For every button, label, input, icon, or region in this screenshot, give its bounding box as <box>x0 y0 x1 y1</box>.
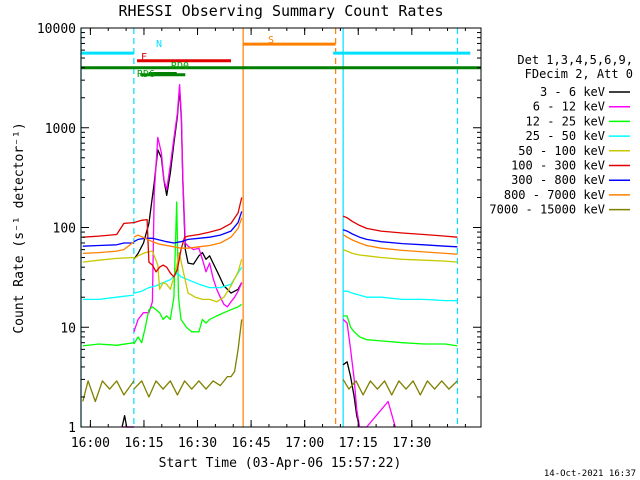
legend-label-7: 800 - 7000 keV <box>504 188 605 202</box>
y-tick-label-3: 1000 <box>45 122 76 137</box>
legend-label-6: 300 - 800 keV <box>511 173 605 187</box>
legend-label-4: 50 - 100 keV <box>518 144 605 158</box>
legend-header-0: Det 1,3,4,5,6,9, <box>517 53 633 67</box>
legend-label-3: 25 - 50 keV <box>526 129 605 143</box>
flag-label-n: N <box>156 39 162 50</box>
series-line-2-seg-2 <box>343 315 458 347</box>
series-line-6-seg-2 <box>342 229 458 248</box>
series-line-5-seg-1 <box>133 197 243 278</box>
series-line-2-seg-1 <box>133 201 243 345</box>
series-line-4-seg-0 <box>82 256 134 263</box>
footer-date: 14-Oct-2021 16:37 <box>544 469 636 479</box>
series-line-7-seg-0 <box>82 241 135 255</box>
legend-label-2: 12 - 25 keV <box>526 114 605 128</box>
x-tick-label-5: 17:15 <box>339 436 378 451</box>
series-line-0-seg-2 <box>342 361 361 428</box>
series-line-3-seg-1 <box>133 266 243 294</box>
series-line-5-seg-0 <box>82 221 134 238</box>
series-line-3-seg-0 <box>82 294 134 301</box>
x-axis-label: Start Time (03-Apr-06 15:57:22) <box>159 456 402 471</box>
y-tick-label-0: 1 <box>68 421 76 436</box>
x-tick-label-0: 16:00 <box>71 436 110 451</box>
flag-label-rd0: RD0 <box>171 61 189 72</box>
series-line-2-seg-0 <box>82 342 134 347</box>
series-line-5-seg-2 <box>342 215 458 238</box>
x-tick-label-2: 16:30 <box>178 436 217 451</box>
y-axis-label: Count Rate (s⁻¹ detector⁻¹) <box>12 122 27 333</box>
series-line-8-seg-1 <box>133 319 243 398</box>
chart-title: RHESSI Observing Summary Count Rates <box>118 2 443 20</box>
flag-label-s: S <box>268 35 274 46</box>
series-line-3-seg-2 <box>343 290 458 302</box>
series-line-8-seg-0 <box>82 380 135 403</box>
series-line-4-seg-2 <box>342 248 458 263</box>
legend-header-1: FDecim 2, Att 0 <box>525 67 633 81</box>
y-tick-label-2: 100 <box>53 222 76 237</box>
flag-label-rd6: RD6 <box>137 69 155 80</box>
series-line-7-seg-2 <box>342 233 458 255</box>
x-tick-label-3: 16:45 <box>232 436 271 451</box>
y-tick-label-1: 10 <box>60 321 76 336</box>
flag-label-f: F <box>141 52 147 63</box>
series-line-1-seg-1 <box>133 84 243 333</box>
series-line-6-seg-0 <box>82 242 134 247</box>
legend-label-8: 7000 - 15000 keV <box>489 203 605 217</box>
legend-label-1: 6 - 12 keV <box>533 100 605 114</box>
x-tick-label-1: 16:15 <box>124 436 163 451</box>
series-line-8-seg-2 <box>342 379 458 396</box>
legend-label-0: 3 - 6 keV <box>540 85 605 99</box>
legend-label-5: 100 - 300 keV <box>511 159 605 173</box>
series-line-1-seg-2 <box>342 318 396 428</box>
series-line-6-seg-1 <box>133 211 243 244</box>
x-tick-label-6: 17:30 <box>392 436 431 451</box>
y-tick-label-4: 10000 <box>37 22 76 37</box>
x-tick-label-4: 17:00 <box>285 436 324 451</box>
series-line-4-seg-1 <box>133 250 243 303</box>
series-line-7-seg-1 <box>133 217 243 249</box>
